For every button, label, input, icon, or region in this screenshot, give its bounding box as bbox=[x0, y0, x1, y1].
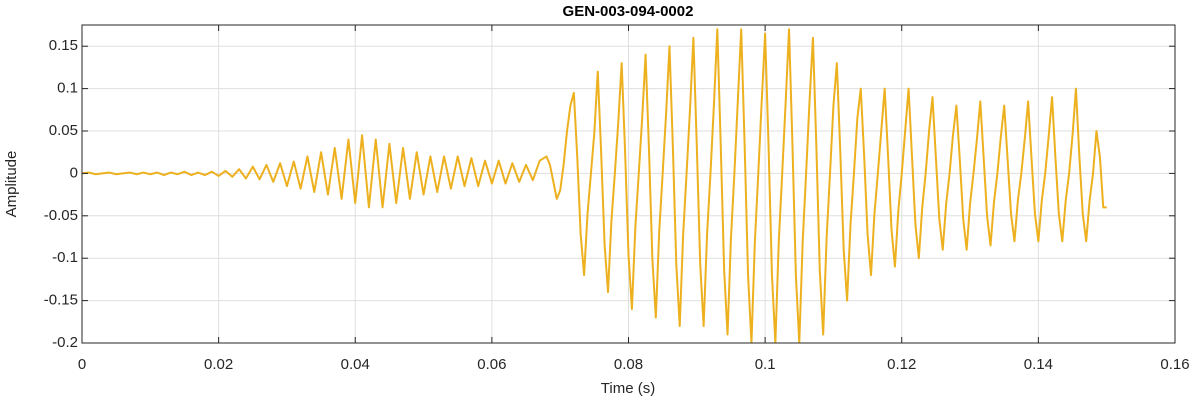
y-axis-label: Amplitude bbox=[3, 151, 20, 218]
x-tick-label: 0.02 bbox=[204, 356, 233, 373]
y-tick-label: 0.1 bbox=[57, 80, 78, 97]
y-tick-label: 0.15 bbox=[49, 37, 78, 54]
ticks: 0 0.02 0.04 0.06 0.08 0.1 0.12 0.14 0.16 -0.2 -0.1… bbox=[44, 25, 1190, 373]
y-tick-label: 0 bbox=[70, 164, 78, 181]
x-tick-label: 0.06 bbox=[477, 356, 506, 373]
y-tick-label: -0.05 bbox=[44, 207, 78, 224]
x-tick-label: 0.1 bbox=[755, 356, 776, 373]
y-tick-label: -0.2 bbox=[52, 334, 78, 351]
x-axis-label: Time (s) bbox=[601, 380, 655, 397]
x-tick-label: 0.16 bbox=[1160, 356, 1189, 373]
x-tick-label: 0.04 bbox=[341, 356, 370, 373]
y-tick-label: -0.1 bbox=[52, 249, 78, 266]
x-tick-label: 0 bbox=[78, 356, 86, 373]
y-tick-label: 0.05 bbox=[49, 122, 78, 139]
chart-title: GEN-003-094-0002 bbox=[563, 3, 694, 20]
x-tick-label: 0.12 bbox=[887, 356, 916, 373]
x-tick-label: 0.14 bbox=[1024, 356, 1053, 373]
series bbox=[82, 28, 1107, 343]
waveform-line bbox=[82, 28, 1107, 343]
x-tick-label: 0.08 bbox=[614, 356, 643, 373]
y-tick-label: -0.15 bbox=[44, 292, 78, 309]
